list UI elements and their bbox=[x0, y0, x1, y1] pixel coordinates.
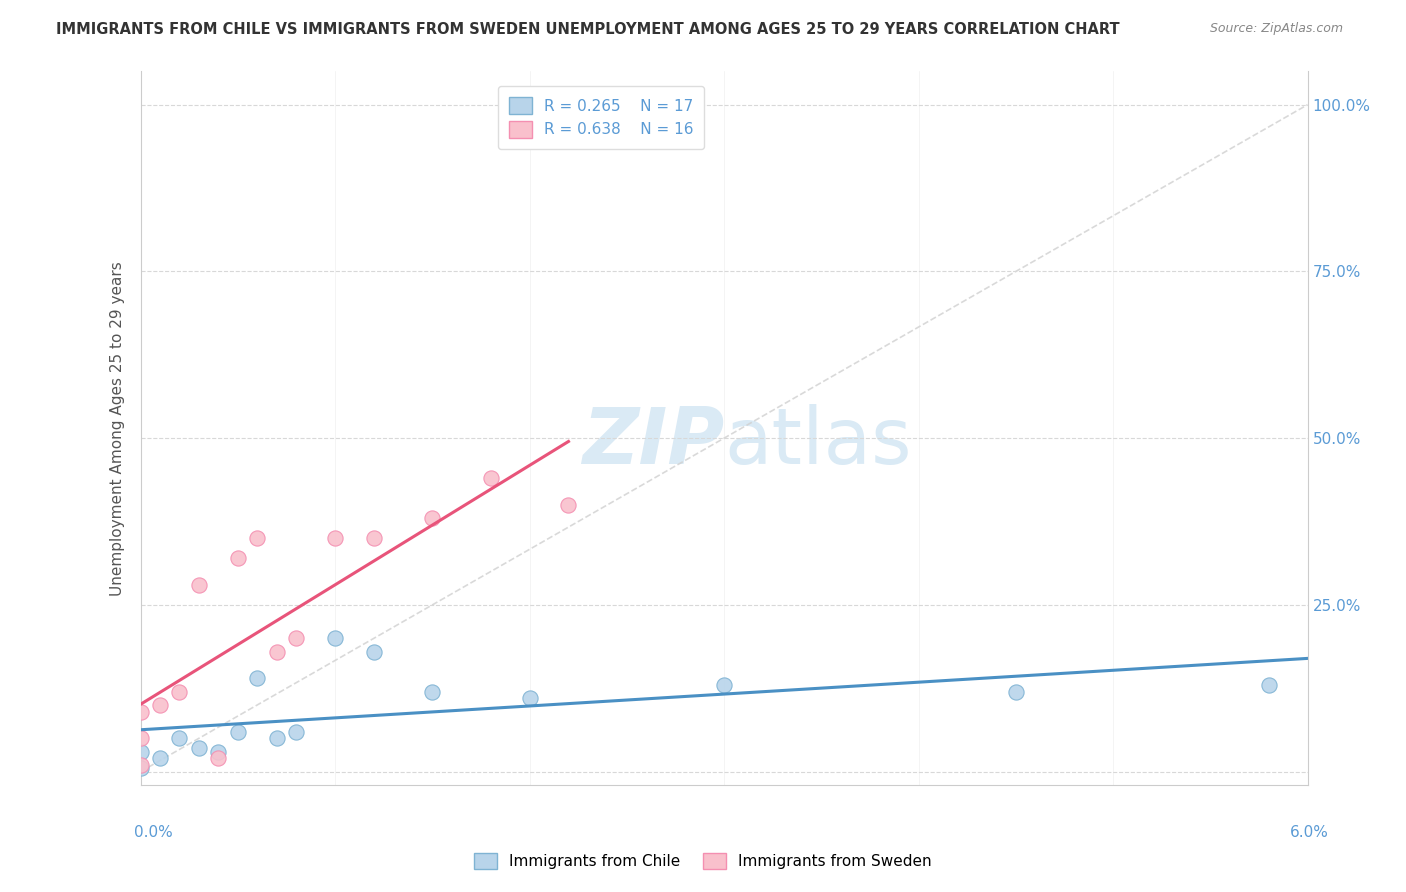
Point bbox=[285, 632, 308, 646]
Point bbox=[285, 724, 308, 739]
Point bbox=[246, 671, 269, 685]
Text: Source: ZipAtlas.com: Source: ZipAtlas.com bbox=[1209, 22, 1343, 36]
Y-axis label: Unemployment Among Ages 25 to 29 years: Unemployment Among Ages 25 to 29 years bbox=[110, 260, 125, 596]
Point bbox=[266, 731, 288, 746]
Point bbox=[129, 745, 152, 759]
Point bbox=[1005, 684, 1028, 698]
Point bbox=[1257, 678, 1279, 692]
Point bbox=[207, 745, 229, 759]
Point bbox=[713, 678, 735, 692]
Point bbox=[129, 761, 152, 775]
Point bbox=[323, 632, 346, 646]
Text: 0.0%: 0.0% bbox=[134, 825, 173, 840]
Point bbox=[422, 511, 444, 525]
Point bbox=[246, 531, 269, 545]
Point bbox=[557, 498, 579, 512]
Point bbox=[207, 751, 229, 765]
Point bbox=[266, 644, 288, 658]
Point bbox=[129, 758, 152, 772]
Point bbox=[422, 684, 444, 698]
Text: IMMIGRANTS FROM CHILE VS IMMIGRANTS FROM SWEDEN UNEMPLOYMENT AMONG AGES 25 TO 29: IMMIGRANTS FROM CHILE VS IMMIGRANTS FROM… bbox=[56, 22, 1119, 37]
Point bbox=[226, 551, 249, 566]
Point bbox=[519, 691, 541, 706]
Point bbox=[323, 531, 346, 545]
Text: 6.0%: 6.0% bbox=[1289, 825, 1329, 840]
Legend: R = 0.265    N = 17, R = 0.638    N = 16: R = 0.265 N = 17, R = 0.638 N = 16 bbox=[498, 87, 704, 149]
Text: ZIP: ZIP bbox=[582, 404, 724, 481]
Point bbox=[479, 471, 502, 485]
Point bbox=[149, 698, 172, 712]
Point bbox=[129, 731, 152, 746]
Text: atlas: atlas bbox=[724, 404, 911, 481]
Point bbox=[363, 644, 385, 658]
Point bbox=[169, 684, 191, 698]
Point bbox=[149, 751, 172, 765]
Point bbox=[188, 578, 211, 592]
Point bbox=[226, 724, 249, 739]
Point bbox=[169, 731, 191, 746]
Legend: Immigrants from Chile, Immigrants from Sweden: Immigrants from Chile, Immigrants from S… bbox=[468, 847, 938, 875]
Point bbox=[363, 531, 385, 545]
Point bbox=[188, 741, 211, 756]
Point bbox=[129, 705, 152, 719]
